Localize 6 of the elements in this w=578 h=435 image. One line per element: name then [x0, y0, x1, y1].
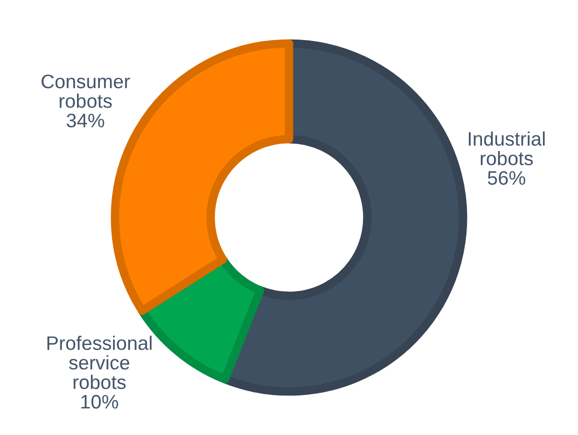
data-label: 34% [66, 114, 104, 128]
data-label: 56% [488, 171, 526, 185]
slice-label: Industrial robots [468, 131, 545, 166]
slice-label: Consumer robots [42, 74, 130, 108]
data-label: 10% [81, 394, 118, 409]
slice-label: Professional service robots [47, 336, 152, 390]
